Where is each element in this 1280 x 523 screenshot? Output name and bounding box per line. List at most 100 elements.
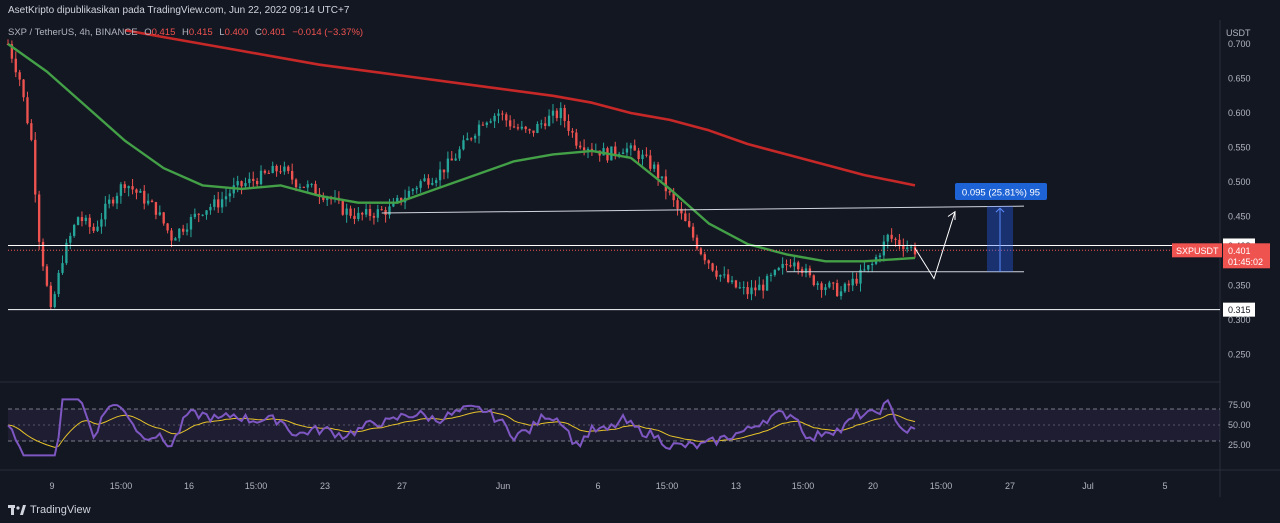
candle-body [586, 148, 590, 151]
candle [777, 266, 780, 271]
candle-body [762, 284, 765, 291]
candle-body [820, 283, 823, 290]
candle [629, 142, 633, 156]
candle-body [178, 228, 181, 239]
candle-body [688, 221, 691, 227]
candle-body [224, 196, 228, 200]
candle [839, 286, 843, 300]
candle [306, 180, 309, 193]
candle [108, 194, 111, 209]
candle [563, 104, 566, 128]
candle [438, 161, 442, 188]
candle-body [656, 164, 660, 179]
candle [684, 208, 687, 222]
candle [139, 188, 142, 193]
candle-body [559, 107, 562, 119]
candle [882, 235, 886, 262]
candle [863, 261, 866, 272]
candle-body [843, 283, 847, 292]
candle-body [676, 200, 679, 209]
candle-body [392, 201, 395, 207]
projection-arrow[interactable] [914, 211, 956, 280]
candle-body [294, 179, 298, 188]
candle [462, 135, 465, 151]
candle-body [726, 274, 730, 283]
candle [738, 281, 741, 290]
candle [189, 214, 193, 238]
candle [287, 165, 290, 174]
candle-body [80, 217, 84, 222]
candle [310, 183, 313, 188]
measure-arrow-head [995, 207, 1005, 213]
candle [540, 119, 543, 129]
candle-body [76, 217, 80, 225]
ma-slow-line [124, 28, 916, 187]
candle-body [415, 187, 418, 190]
price-tick-label: 0.350 [1228, 281, 1251, 291]
candle [742, 281, 745, 295]
candle-body [427, 178, 430, 185]
candle [364, 203, 368, 218]
candle [205, 210, 208, 220]
candle [579, 141, 582, 150]
candle [458, 146, 461, 161]
candle [656, 161, 660, 186]
candle [131, 178, 134, 195]
candle-body [703, 254, 706, 261]
candle [695, 234, 699, 251]
candle [353, 208, 356, 225]
candle [812, 274, 815, 287]
footer [0, 497, 1280, 523]
candle [750, 280, 753, 301]
candle [146, 193, 150, 206]
candle-body [384, 209, 387, 215]
candle-body [695, 237, 699, 249]
candle-body [734, 280, 738, 288]
tradingview-brand[interactable]: TradingView [8, 504, 91, 516]
candle [100, 213, 103, 234]
candle [835, 279, 839, 297]
candle-body [154, 202, 158, 215]
candle-body [536, 124, 539, 133]
candle-body [746, 287, 749, 295]
candle-body [551, 110, 555, 116]
candle [621, 148, 625, 155]
candle [454, 153, 457, 161]
candle [734, 279, 738, 289]
candle-body [668, 191, 671, 193]
candle [559, 102, 562, 126]
candle-body [485, 122, 488, 126]
candle-body [310, 183, 313, 185]
candle-body [61, 263, 64, 273]
candle-body [158, 212, 161, 215]
candle [30, 119, 33, 142]
candle [489, 118, 492, 124]
candle-body [49, 285, 52, 308]
candle [275, 164, 278, 177]
candle-body [660, 176, 664, 179]
level-price-badge [1223, 302, 1255, 317]
candle [676, 197, 679, 216]
symbol-title[interactable]: SXP / TetherUS, 4h, BINANCE [8, 27, 138, 38]
current-price-label: 0.401 [1228, 246, 1251, 256]
candle-body [283, 166, 286, 172]
candle-body [621, 152, 625, 154]
candle-body [851, 278, 854, 286]
candle [104, 196, 107, 227]
candle-body [528, 129, 531, 131]
candle-body [279, 171, 282, 173]
time-tick-label: 15:00 [245, 481, 268, 491]
candle [575, 128, 578, 149]
candle-body [252, 178, 255, 181]
candle-body [653, 164, 656, 169]
candle-body [898, 239, 901, 245]
candle [906, 240, 909, 253]
candle-body [672, 192, 675, 201]
candle [645, 147, 648, 158]
trend-line[interactable] [381, 205, 1025, 214]
candle [691, 223, 695, 241]
candle [532, 130, 535, 137]
candle [267, 170, 270, 174]
candle-body [886, 234, 889, 242]
